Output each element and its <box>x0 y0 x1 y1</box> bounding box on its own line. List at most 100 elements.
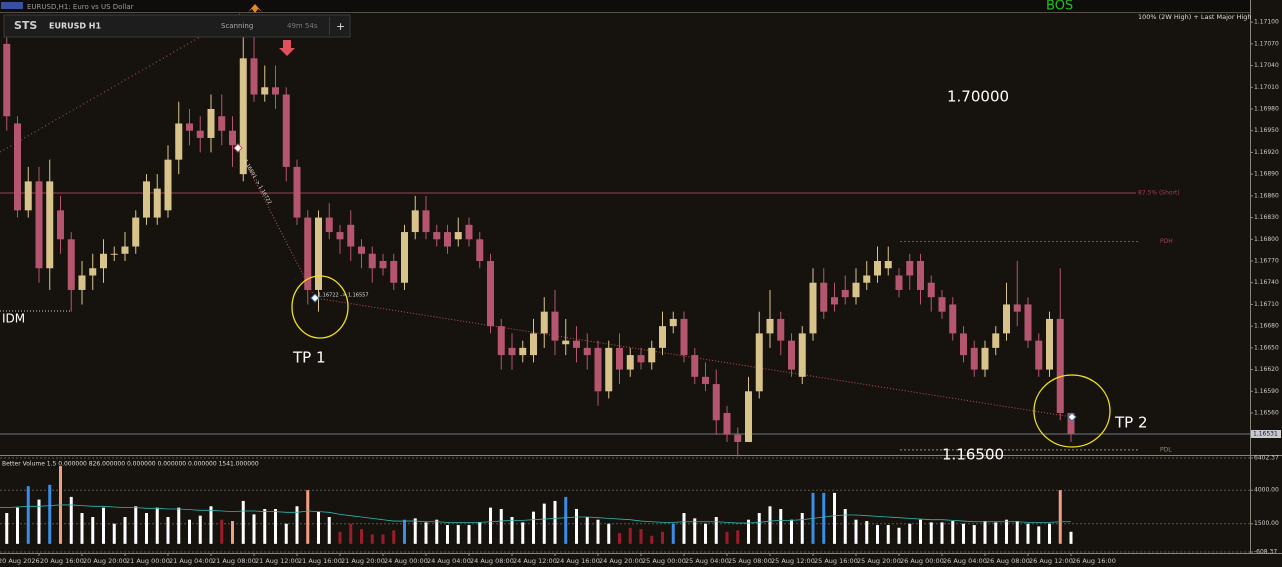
candle-body <box>1056 318 1064 414</box>
volume-bar <box>155 507 159 544</box>
volume-bar <box>639 529 643 544</box>
candle-body <box>153 188 161 218</box>
volume-bar <box>779 508 783 544</box>
volume-bar <box>714 517 718 544</box>
flag-icon <box>1 2 23 9</box>
candle-body <box>745 391 752 442</box>
volume-bar <box>370 534 374 544</box>
volume-bar <box>446 525 449 544</box>
toolbar: STS EURUSD H1 Scanning 49m 54s + <box>3 14 351 38</box>
volume-bar <box>790 519 793 544</box>
candle-body <box>46 181 54 269</box>
candle-body <box>949 304 957 334</box>
candle-body <box>530 333 537 356</box>
candle-body <box>218 116 226 131</box>
volume-bar <box>317 511 320 544</box>
candle-body <box>67 239 75 290</box>
candle-body <box>454 232 462 240</box>
volume-bar <box>231 521 234 544</box>
candle-body <box>336 232 344 240</box>
x-tick-label: 21 Aug 04:00 <box>169 557 213 565</box>
tp-path-label: 1.16722 -> 1.16557 <box>318 293 369 299</box>
candle-body <box>186 123 193 131</box>
signal-icon <box>248 4 262 13</box>
candle-body <box>755 333 763 392</box>
volume-bar <box>940 522 944 544</box>
volume-title: Better Volume 1.5 0.000000 826.000000 0.… <box>2 461 259 468</box>
sell-arrow <box>279 40 295 56</box>
y-tick-label: 1.16740 <box>1254 279 1279 286</box>
candle-body <box>497 326 505 356</box>
volume-bar <box>628 527 632 544</box>
candle-body <box>379 261 387 269</box>
candle-body <box>293 166 301 218</box>
candle-body <box>1067 413 1075 435</box>
last-price-box <box>1251 430 1281 439</box>
candle-body <box>648 347 656 363</box>
candle-body <box>250 58 258 95</box>
candle-body <box>78 275 86 290</box>
volume-bar <box>381 534 385 544</box>
x-tick-label: 26 Aug 04:00 <box>943 557 987 565</box>
candle-body <box>3 43 11 117</box>
candle-body <box>938 297 946 312</box>
volume-bar <box>69 496 73 544</box>
candle-body <box>809 282 817 334</box>
candle-body <box>734 434 742 442</box>
y-tick-label: 1.16650 <box>1254 344 1279 351</box>
candle-body <box>325 217 333 233</box>
volume-bar <box>1058 490 1062 544</box>
tp-marker <box>233 143 243 153</box>
candle-body <box>992 333 1000 348</box>
x-tick-label: 26 Aug 16:00 <box>1072 557 1116 565</box>
candle-body <box>841 289 849 298</box>
volume-bar <box>424 522 428 544</box>
toolbar-symbol[interactable]: EURUSD H1 <box>49 22 102 31</box>
volume-bar <box>865 521 869 544</box>
level-label: PDH <box>1160 238 1173 245</box>
volume-bar <box>618 533 621 544</box>
volume-bar <box>919 519 922 544</box>
y-tick-label: 1.16710 <box>1254 301 1279 308</box>
candle-body <box>852 282 860 298</box>
x-tick-label: 24 Aug 08:00 <box>470 557 514 565</box>
volume-bar <box>650 535 654 544</box>
marks: 1.17100 1.17070 1.17040 1.17010 1.16980 1.169… <box>0 19 1281 565</box>
candle-body <box>411 210 419 233</box>
volume-bar <box>1037 526 1041 544</box>
volume-bar <box>833 492 836 544</box>
round-level-label: 1.16500 <box>942 446 1004 464</box>
toolbar-logo[interactable]: STS <box>14 19 37 32</box>
title-strip <box>0 0 1250 12</box>
x-tick-label: 26 Aug 12:00 <box>1029 557 1073 565</box>
x-tick-label: 21 Aug 20:00 <box>341 557 385 565</box>
candle-body <box>508 347 516 356</box>
volume-bar <box>542 503 546 544</box>
volume-bar <box>962 523 965 544</box>
candle-body <box>465 224 473 240</box>
volume-bar <box>338 531 342 544</box>
toolbar-add-button[interactable]: + <box>336 20 345 33</box>
candle-body <box>1046 318 1053 370</box>
volume-bar <box>725 531 729 544</box>
candle-body <box>476 239 484 262</box>
candle-body <box>820 282 828 312</box>
candle-body <box>1035 340 1043 370</box>
candle-body <box>1024 304 1032 341</box>
volume-bar <box>661 531 664 544</box>
candle-body <box>874 261 881 276</box>
volume-bar <box>585 517 589 544</box>
candle-body <box>712 384 720 421</box>
candle-body <box>562 340 570 345</box>
x-tick-label: 20 Aug 16:00 <box>40 557 84 565</box>
candle-body <box>863 275 871 283</box>
volume-bar <box>757 513 761 544</box>
volume-bar <box>671 523 675 544</box>
y-tick-label: 1.17040 <box>1254 62 1279 69</box>
volume-bar <box>876 525 879 544</box>
candle-body <box>540 311 548 334</box>
y-tick-label: 1.16950 <box>1254 127 1279 134</box>
volume-bar <box>1015 521 1019 544</box>
